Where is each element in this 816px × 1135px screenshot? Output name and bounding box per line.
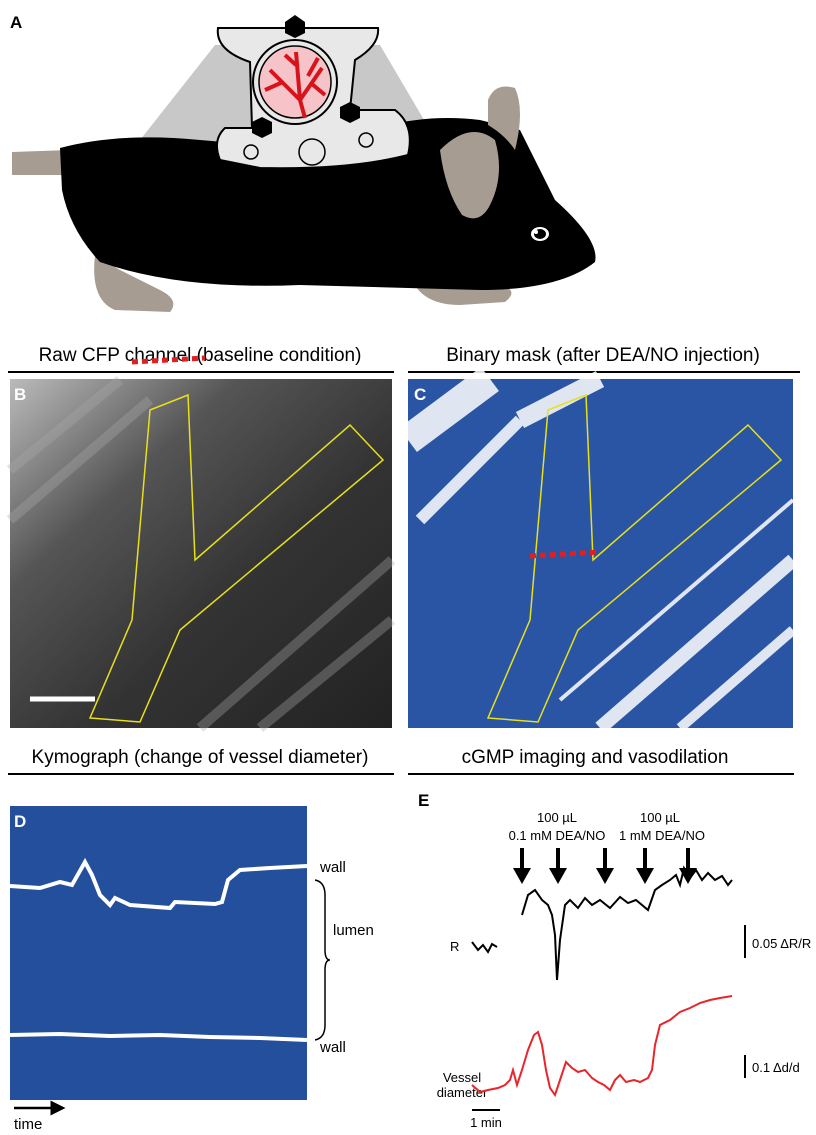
shape: [359, 133, 373, 147]
annotation: wall: [319, 859, 346, 876]
panel-label: A: [10, 13, 22, 32]
panel-title: Kymograph (change of vessel diameter): [32, 747, 369, 768]
annotation: time: [14, 1116, 42, 1133]
shape: [244, 145, 258, 159]
injection-arrowheads: [513, 868, 697, 884]
annotation: 1 min: [470, 1115, 502, 1130]
annotation: R: [450, 939, 459, 954]
cfp-image: [10, 379, 392, 728]
annotation: 0.1 mM DEA/NO: [509, 828, 606, 843]
diameter-trace: [472, 996, 732, 1095]
annotation: Vessel: [443, 1070, 481, 1085]
panel-label: D: [14, 812, 26, 831]
panel-label: E: [418, 791, 429, 810]
ratio-trace: [522, 868, 732, 980]
annotation: 100 µL: [640, 810, 680, 825]
panel-title: cGMP imaging and vasodilation: [462, 747, 729, 768]
annotation: 100 µL: [537, 810, 577, 825]
panel-label: C: [414, 385, 426, 404]
annotation: 1 mM DEA/NO: [619, 828, 705, 843]
mouse-illustration: [12, 15, 596, 312]
panel-title: Binary mask (after DEA/NO injection): [446, 345, 760, 366]
shape: [534, 230, 538, 234]
annotation: wall: [319, 1039, 346, 1056]
panel-title: Raw CFP channel (baseline condition): [39, 345, 362, 366]
shape: [513, 868, 531, 884]
annotation: 0.05 ΔR/R: [752, 936, 811, 951]
shape: [549, 868, 567, 884]
panel-label: B: [14, 385, 26, 404]
shape: [596, 868, 614, 884]
lumen-brace: [315, 880, 330, 1040]
shape: [299, 139, 325, 165]
figure: A Raw CFP channel (baseline condition) B…: [0, 0, 816, 1135]
annotation: 0.1 Δd/d: [752, 1060, 800, 1075]
ratio-trace: [472, 942, 497, 952]
annotation: lumen: [333, 922, 374, 939]
shape: [636, 868, 654, 884]
kymograph: [10, 806, 307, 1100]
